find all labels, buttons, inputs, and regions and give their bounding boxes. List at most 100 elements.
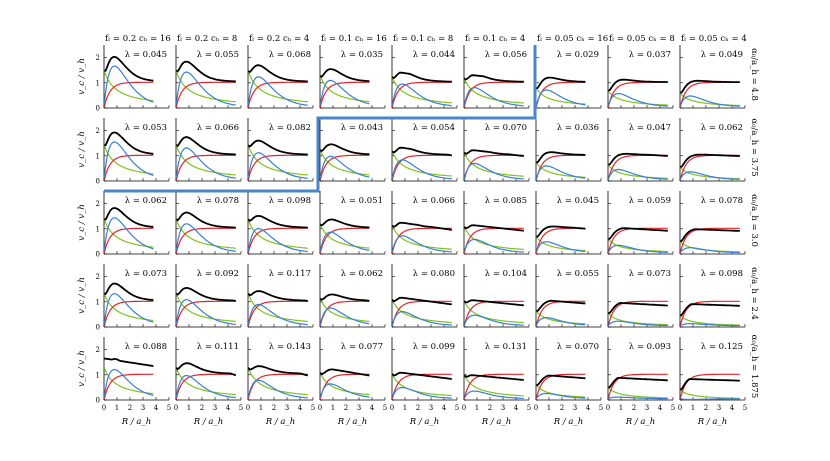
- lambda-label: λ = 0.098: [269, 196, 311, 206]
- total-curve: [319, 218, 370, 229]
- lambda-label: λ = 0.036: [557, 123, 599, 133]
- disk-curve: [608, 396, 668, 400]
- bulge-curve: [607, 164, 668, 179]
- disk-curve: [679, 95, 740, 107]
- lambda-label: λ = 0.099: [413, 342, 455, 352]
- bulge-curve: [535, 162, 586, 178]
- disk-curve: [607, 92, 668, 107]
- x-axis-label: R / a_h: [553, 417, 583, 427]
- disk-curve: [103, 368, 154, 397]
- lambda-label: λ = 0.088: [125, 342, 167, 352]
- disk-curve: [319, 307, 370, 325]
- lambda-label: λ = 0.078: [197, 196, 239, 206]
- halo-curve: [535, 154, 586, 181]
- total-curve: [175, 286, 237, 303]
- x-tick-label: 3: [429, 404, 433, 412]
- total-curve: [391, 71, 452, 83]
- lambda-label: λ = 0.125: [701, 342, 743, 352]
- x-tick-label: 5: [311, 404, 315, 412]
- panel-r4-c3: 0 1 2 3 4 5 λ = 0.077 R / a_h: [318, 337, 387, 427]
- bulge-curve: [607, 90, 668, 106]
- bulge-curve: [247, 219, 308, 249]
- lambda-label: λ = 0.111: [197, 342, 239, 352]
- panel-r2-c7: λ = 0.059: [607, 191, 674, 255]
- disk-curve: [391, 159, 452, 180]
- y-axis-label: v_c / v_h: [77, 131, 87, 168]
- total-curve: [319, 293, 370, 302]
- x-tick-label: 5: [167, 404, 171, 412]
- disk-curve: [319, 79, 370, 106]
- lambda-label: λ = 0.053: [125, 123, 167, 133]
- x-tick-label: 1: [259, 404, 263, 412]
- bulge-curve: [391, 76, 452, 104]
- lambda-label: λ = 0.093: [629, 342, 671, 352]
- panel-r2-c1: λ = 0.078: [175, 191, 242, 255]
- x-axis-label: R / a_h: [265, 417, 295, 427]
- x-tick-label: 3: [573, 404, 577, 412]
- panel-r3-c8: λ = 0.098: [679, 264, 746, 328]
- disk-curve: [175, 374, 236, 399]
- x-axis-label: R / a_h: [625, 417, 655, 427]
- panel-r1-c5: λ = 0.070: [463, 118, 530, 182]
- disk-curve: [463, 238, 524, 253]
- panel-r0-c5: λ = 0.056: [463, 45, 530, 109]
- lambda-label: λ = 0.070: [557, 342, 599, 352]
- row-label-3: α₀/a_h = 2.4: [749, 267, 759, 320]
- row-labels: α₀/a_h = 4.8 α₀/a_h = 3.75 α₀/a_h = 3.0 α₀/…: [749, 48, 759, 398]
- disk-curve: [680, 323, 740, 327]
- disk-curve: [679, 171, 740, 180]
- bulge-curve: [535, 236, 586, 252]
- lambda-label: λ = 0.049: [701, 50, 743, 60]
- bulge-curve: [463, 300, 524, 324]
- panel-r4-c7: 0 1 2 3 4 5 λ = 0.093 R / a_h: [606, 337, 675, 427]
- panel-r0-c6: λ = 0.029: [535, 45, 602, 109]
- row-label-2: α₀/a_h = 3.0: [749, 194, 759, 247]
- halo-curve: [103, 154, 154, 181]
- lambda-label: λ = 0.066: [197, 123, 239, 133]
- disk-curve: [247, 227, 308, 253]
- disk-curve: [391, 235, 452, 253]
- panel-r2-c8: λ = 0.078: [679, 191, 746, 255]
- x-tick-label: 5: [743, 404, 747, 412]
- panel-r2-c4: λ = 0.066: [391, 191, 458, 255]
- total-curve: [536, 225, 586, 238]
- lambda-label: λ = 0.035: [341, 50, 383, 60]
- halo-curve: [319, 81, 370, 108]
- y-tick-label: 0: [96, 251, 100, 259]
- column-header-5: fₗ = 0.1 cₕ = 4: [465, 34, 525, 44]
- lambda-label: λ = 0.045: [557, 196, 599, 206]
- panel-r3-c6: λ = 0.055: [535, 264, 602, 328]
- panel-r4-c8: 0 1 2 3 4 5 λ = 0.125 R / a_h: [678, 337, 747, 427]
- lambda-label: λ = 0.143: [269, 342, 311, 352]
- panel-r2-c6: λ = 0.045: [535, 191, 602, 255]
- disk-curve: [463, 162, 524, 180]
- total-curve: [536, 76, 586, 89]
- lambda-label: λ = 0.077: [341, 342, 383, 352]
- total-curve: [679, 303, 740, 317]
- disk-curve: [680, 398, 740, 401]
- total-curve: [175, 60, 236, 83]
- bulge-curve: [103, 70, 154, 102]
- x-tick-label: 4: [658, 404, 663, 412]
- x-tick-label: 4: [226, 404, 231, 412]
- x-tick-label: 5: [599, 404, 603, 412]
- halo-curve: [175, 154, 236, 181]
- x-tick-label: 1: [619, 404, 623, 412]
- x-tick-label: 0: [174, 404, 178, 412]
- panel-r4-c4: 0 1 2 3 4 5 λ = 0.099 R / a_h: [390, 337, 459, 427]
- disk-curve: [319, 155, 370, 179]
- lambda-label: λ = 0.055: [557, 269, 599, 279]
- y-tick-label: 1: [96, 225, 100, 233]
- row-label-1: α₀/a_h = 3.75: [749, 118, 759, 176]
- panel-r4-c0: 0 1 2 0 1 2 3 4 5 λ = 0.088 v_c / v_h R / a_h: [77, 337, 171, 427]
- lambda-label: λ = 0.043: [341, 123, 383, 133]
- x-tick-label: 2: [344, 404, 348, 412]
- lambda-label: λ = 0.073: [125, 269, 167, 279]
- y-tick-label: 2: [96, 127, 100, 135]
- column-headers: fₗ = 0.2 cₕ = 16 fₗ = 0.2 cₕ = 8 fₗ = 0.2 …: [105, 34, 747, 44]
- halo-curve: [175, 227, 236, 254]
- row-label-4: α₀/a_h = 1.875: [749, 335, 759, 399]
- disk-curve: [103, 65, 154, 105]
- disk-curve: [247, 379, 308, 399]
- halo-curve: [463, 227, 524, 254]
